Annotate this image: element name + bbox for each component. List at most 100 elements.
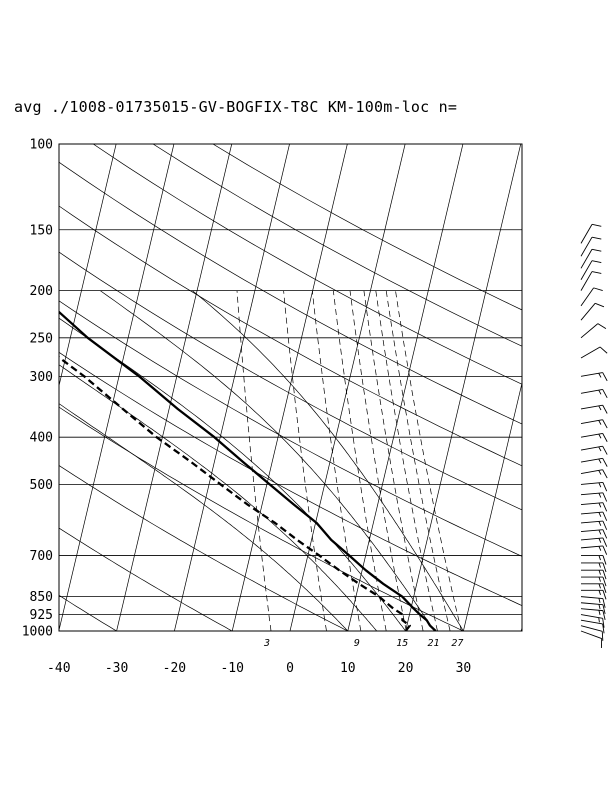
temperature-tick-label: -10 (220, 661, 243, 676)
temperature-profile (59, 310, 437, 631)
wind-barb (581, 583, 607, 593)
pressure-tick-label: 400 (30, 431, 53, 446)
dry-adiabat (93, 144, 522, 385)
chart-title: avg ./1008-01735015-GV-BOGFIX-T8C KM-100… (14, 98, 458, 116)
wind-barb (580, 404, 608, 414)
wind-barb (581, 569, 607, 580)
wind-barb (580, 323, 607, 339)
mixing-ratio-label: 27 (451, 638, 463, 649)
dry-adiabat (59, 406, 465, 631)
wind-barb (580, 492, 608, 502)
isotherm (520, 626, 522, 631)
mixing-ratio-line (332, 290, 387, 631)
pressure-tick-label: 100 (30, 138, 53, 153)
wind-barb (580, 236, 602, 257)
wind-barb (580, 520, 608, 530)
wind-barb (580, 469, 608, 479)
isotherm (59, 144, 175, 631)
wind-barb (580, 457, 608, 467)
temperature-tick-labels: -40 -30 -20 -10 0 10 20 30 (47, 661, 471, 676)
moist-adiabat (59, 403, 349, 631)
pressure-tick-label: 250 (30, 331, 53, 346)
moist-adiabat (59, 364, 377, 631)
wind-barb (580, 389, 608, 399)
pressure-tick-label: 200 (30, 284, 53, 299)
mixing-ratio-label: 15 (396, 638, 408, 649)
background-lines (0, 144, 612, 631)
isotherm (231, 144, 348, 631)
isotherm (347, 144, 464, 631)
isotherm (59, 144, 117, 388)
wind-barb (580, 248, 602, 269)
temperature-tick-label: -20 (163, 661, 186, 676)
plot-frame (58, 143, 523, 632)
mixing-ratio-label: 9 (354, 638, 360, 649)
wind-barb (580, 445, 608, 455)
wind-barb (580, 614, 605, 628)
isotherm (463, 381, 522, 631)
temperature-tick-label: 30 (456, 661, 472, 676)
wind-barb (580, 537, 608, 547)
mixing-ratio-labels: 3 9 15 21 27 (263, 638, 463, 649)
dry-adiabat (59, 527, 233, 631)
wind-barb (581, 562, 607, 573)
pressure-tick-label: 850 (30, 590, 53, 605)
wind-barb (581, 576, 607, 587)
dry-adiabat (59, 205, 522, 467)
pressure-tick-label: 1000 (22, 625, 53, 640)
moist-adiabat (59, 317, 406, 631)
wind-barb (580, 608, 606, 620)
wind-barb (580, 482, 608, 492)
isotherm (174, 144, 290, 631)
wind-barb (580, 545, 608, 555)
mixing-ratio-line (236, 290, 272, 631)
pressure-tick-labels: 100 150 200 250 300 400 500 700 850 925 1000 (22, 138, 53, 640)
wind-barb (580, 271, 602, 291)
wind-barb (580, 502, 608, 512)
wind-barb (580, 223, 602, 244)
temperature-tick-label: 20 (398, 661, 414, 676)
wind-barb (580, 630, 603, 649)
wind-barb (580, 346, 608, 359)
pressure-tick-label: 500 (30, 478, 53, 493)
dry-adiabat (59, 351, 522, 607)
temperature-tick-label: -40 (47, 661, 70, 676)
isotherm (116, 144, 233, 631)
wind-barb (580, 529, 608, 539)
mixing-ratio-line (375, 290, 438, 631)
pressure-tick-label: 700 (30, 549, 53, 564)
dry-adiabat (59, 465, 349, 631)
mixing-ratio-line (349, 290, 407, 631)
temperature-tick-label: 0 (286, 661, 294, 676)
isotherm (0, 144, 1, 631)
mixing-ratio-line (311, 290, 362, 631)
isotherm (289, 144, 406, 631)
dry-adiabat (59, 161, 522, 425)
mixing-ratio-label: 21 (427, 638, 439, 649)
isobars (59, 143, 522, 632)
mixing-ratio-line (283, 290, 327, 631)
dewpoint-profile (59, 355, 411, 631)
wind-barb (580, 302, 605, 321)
wind-barbs (580, 223, 608, 649)
pressure-tick-label: 150 (30, 223, 53, 238)
mixing-ratio-line (395, 290, 462, 631)
moist-adiabat (99, 290, 435, 631)
dry-adiabat (59, 300, 522, 557)
isotherm (579, 144, 612, 631)
wind-barb (580, 372, 608, 382)
moist-adiabat (192, 290, 464, 631)
profiles (59, 310, 437, 631)
wind-barb (580, 596, 606, 608)
wind-barb (580, 625, 604, 641)
temperature-tick-label: -30 (105, 661, 128, 676)
wind-barb (580, 511, 608, 521)
dry-adiabat (152, 144, 522, 347)
wind-barb (580, 432, 608, 442)
wind-barb (580, 419, 608, 429)
pressure-tick-label: 925 (30, 608, 53, 623)
wind-barb (580, 602, 606, 615)
pressure-tick-label: 300 (30, 370, 53, 385)
wind-barb (580, 287, 603, 307)
